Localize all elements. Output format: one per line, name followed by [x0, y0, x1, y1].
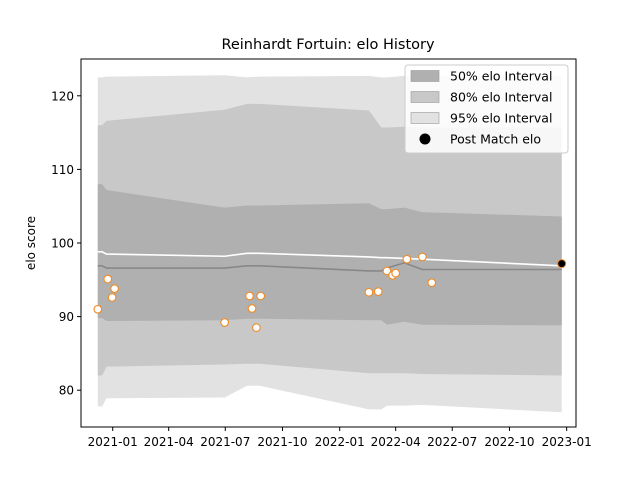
match-point [382, 266, 392, 276]
x-tick-label: 2022-04 [371, 435, 421, 449]
y-tick-label: 100 [51, 237, 74, 251]
y-tick-label: 80 [59, 384, 74, 398]
x-tick-label: 2022-07 [427, 435, 477, 449]
x-axis: 2021-01 2021-04 2021-07 2021-10 2022-01 2022-… [88, 427, 592, 449]
post-match-point [557, 259, 567, 269]
legend-swatch-band_95 [410, 112, 440, 124]
legend-swatch-band_80 [410, 91, 440, 103]
median-elo-line [97, 262, 562, 272]
x-tick-label: 2022-10 [484, 435, 534, 449]
match-point [245, 291, 254, 301]
y-tick-label: 110 [51, 163, 74, 177]
legend-label: 50% elo Interval [450, 69, 552, 84]
legend-swatch-post_match [419, 133, 431, 145]
y-tick-label: 90 [59, 310, 74, 324]
match-point [247, 304, 257, 313]
band-50-area [97, 184, 562, 326]
legend-label: Post Match elo [450, 132, 541, 147]
legend-swatch-band_50 [410, 70, 440, 82]
match-point [110, 284, 119, 293]
y-axis-label: elo score [24, 216, 38, 270]
match-point [402, 254, 412, 264]
match-point [252, 323, 261, 332]
plot-area [93, 75, 567, 413]
x-tick-label: 2022-01 [315, 435, 365, 449]
chart-title: Reinhardt Fortuin: elo History [221, 37, 435, 53]
y-tick-label: 120 [51, 89, 74, 103]
match-point [364, 287, 374, 297]
x-tick-label: 2021-04 [144, 435, 194, 449]
match-points [93, 252, 567, 332]
match-point [256, 291, 266, 301]
match-point [107, 293, 117, 302]
interval-bands [97, 75, 562, 413]
x-tick-label: 2021-01 [88, 435, 138, 449]
legend-label: 95% elo Interval [450, 111, 552, 126]
match-point [103, 274, 113, 284]
match-point [427, 278, 437, 288]
x-tick-label: 2023-01 [542, 435, 592, 449]
legend: 50% elo Interval 80% elo Interval 95% elo … [404, 64, 569, 154]
x-tick-label: 2021-10 [257, 435, 307, 449]
legend-label: 80% elo Interval [450, 90, 552, 105]
match-point [391, 268, 401, 278]
match-point [418, 252, 427, 262]
x-tick-label: 2021-07 [200, 435, 250, 449]
match-point [93, 304, 103, 314]
match-point [220, 318, 229, 327]
match-point [373, 287, 383, 296]
legend-box [404, 64, 569, 154]
y-axis: 80 90 100 110 120 [51, 89, 81, 398]
